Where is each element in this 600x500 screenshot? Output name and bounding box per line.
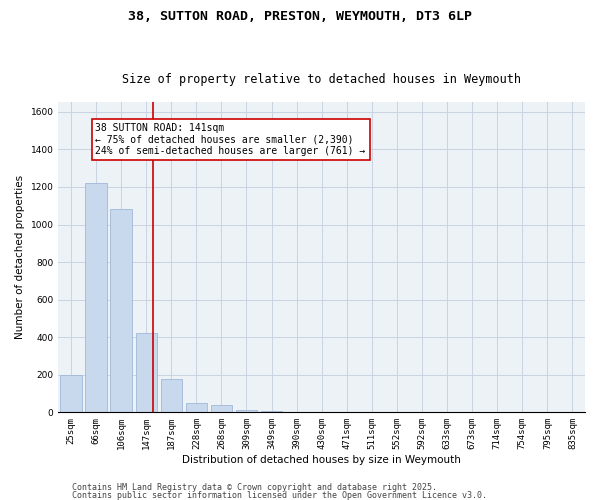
Bar	[211, 405, 232, 412]
Y-axis label: Number of detached properties: Number of detached properties	[15, 176, 25, 340]
Bar	[85, 183, 107, 412]
Bar	[110, 210, 132, 412]
Bar	[136, 334, 157, 412]
Bar	[161, 378, 182, 412]
Text: Contains public sector information licensed under the Open Government Licence v3: Contains public sector information licen…	[72, 491, 487, 500]
X-axis label: Distribution of detached houses by size in Weymouth: Distribution of detached houses by size …	[182, 455, 461, 465]
Text: 38 SUTTON ROAD: 141sqm
← 75% of detached houses are smaller (2,390)
24% of semi-: 38 SUTTON ROAD: 141sqm ← 75% of detached…	[95, 123, 365, 156]
Text: Contains HM Land Registry data © Crown copyright and database right 2025.: Contains HM Land Registry data © Crown c…	[72, 484, 437, 492]
Title: Size of property relative to detached houses in Weymouth: Size of property relative to detached ho…	[122, 73, 521, 86]
Bar	[236, 410, 257, 412]
Bar	[60, 375, 82, 412]
Text: 38, SUTTON ROAD, PRESTON, WEYMOUTH, DT3 6LP: 38, SUTTON ROAD, PRESTON, WEYMOUTH, DT3 …	[128, 10, 472, 23]
Bar	[185, 403, 207, 412]
